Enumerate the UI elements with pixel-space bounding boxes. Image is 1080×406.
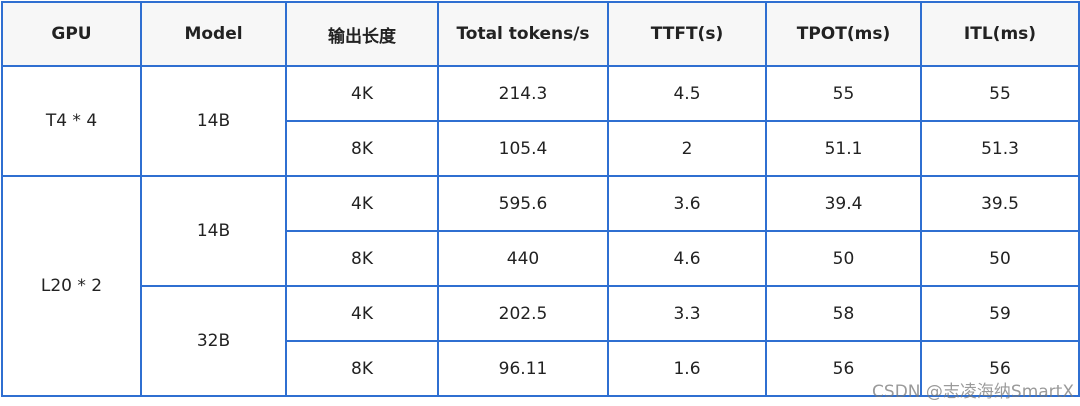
table-cell: 14B: [140, 175, 287, 287]
table-cell: 1.6: [607, 340, 767, 397]
table-cell: 202.5: [437, 285, 609, 342]
table-row: 8K 96.11 1.6 56 56: [2, 340, 1080, 397]
table-cell: 4K: [285, 175, 439, 232]
table-cell: 8K: [285, 230, 439, 287]
table-cell: 3.6: [607, 175, 767, 232]
table-cell: T4 * 4: [1, 65, 142, 177]
table-cell: 440: [437, 230, 609, 287]
header-cell: TTFT(s): [607, 1, 767, 67]
table-cell: 59: [920, 285, 1080, 342]
table-cell: 96.11: [437, 340, 609, 397]
table-row: 8K 440 4.6 50 50: [2, 230, 1080, 287]
table-cell: 32B: [140, 285, 287, 397]
table-cell: 595.6: [437, 175, 609, 232]
table-cell: L20 * 2: [1, 175, 142, 397]
table-cell: 55: [920, 65, 1080, 122]
header-cell: 输出长度: [285, 1, 439, 67]
table-cell: 2: [607, 120, 767, 177]
table-cell: 8K: [285, 340, 439, 397]
header-cell: ITL(ms): [920, 1, 1080, 67]
results-table: GPU Model 输出长度 Total tokens/s TTFT(s) TPOT(ms…: [1, 1, 1080, 397]
table-cell: 39.4: [765, 175, 922, 232]
table-body: T4 * 4 14B 4K 214.3 4.5 55 55 8K 105.4 2 51.1 51.3 L…: [1, 65, 1080, 397]
table-cell: 14B: [140, 65, 287, 177]
table-row: T4 * 4 14B 4K 214.3 4.5 55 55: [1, 65, 1080, 177]
table-cell: 56: [920, 340, 1080, 397]
table-cell: 4K: [285, 65, 439, 122]
table-row: L20 * 2 14B 4K 595.6 3.6 39.4 39.5: [1, 175, 1080, 397]
table-cell: 56: [765, 340, 922, 397]
table-row: 32B 4K 202.5 3.3 58 59: [2, 285, 1080, 397]
table-cell: 4.5: [607, 65, 767, 122]
table-cell: 105.4: [437, 120, 609, 177]
header-cell: Model: [140, 1, 287, 67]
header-cell: Total tokens/s: [437, 1, 609, 67]
table-cell: 4K: [285, 285, 439, 342]
table-cell: 39.5: [920, 175, 1080, 232]
table-cell: 50: [765, 230, 922, 287]
table-cell: 3.3: [607, 285, 767, 342]
table-cell: 4.6: [607, 230, 767, 287]
watermark: CSDN @志凌海纳SmartX: [872, 382, 1074, 402]
table-cell: 51.3: [920, 120, 1080, 177]
table-cell: 58: [765, 285, 922, 342]
table-cell: 51.1: [765, 120, 922, 177]
header-cell: GPU: [1, 1, 142, 67]
table-head: GPU Model 输出长度 Total tokens/s TTFT(s) TPOT(ms…: [1, 1, 1080, 67]
header-cell: TPOT(ms): [765, 1, 922, 67]
table-cell: 55: [765, 65, 922, 122]
table-cell: 8K: [285, 120, 439, 177]
table-cell: 50: [920, 230, 1080, 287]
table-row: 8K 105.4 2 51.1 51.3: [2, 120, 1080, 177]
header-row: GPU Model 输出长度 Total tokens/s TTFT(s) TPOT(ms…: [1, 1, 1080, 67]
table-cell: 214.3: [437, 65, 609, 122]
